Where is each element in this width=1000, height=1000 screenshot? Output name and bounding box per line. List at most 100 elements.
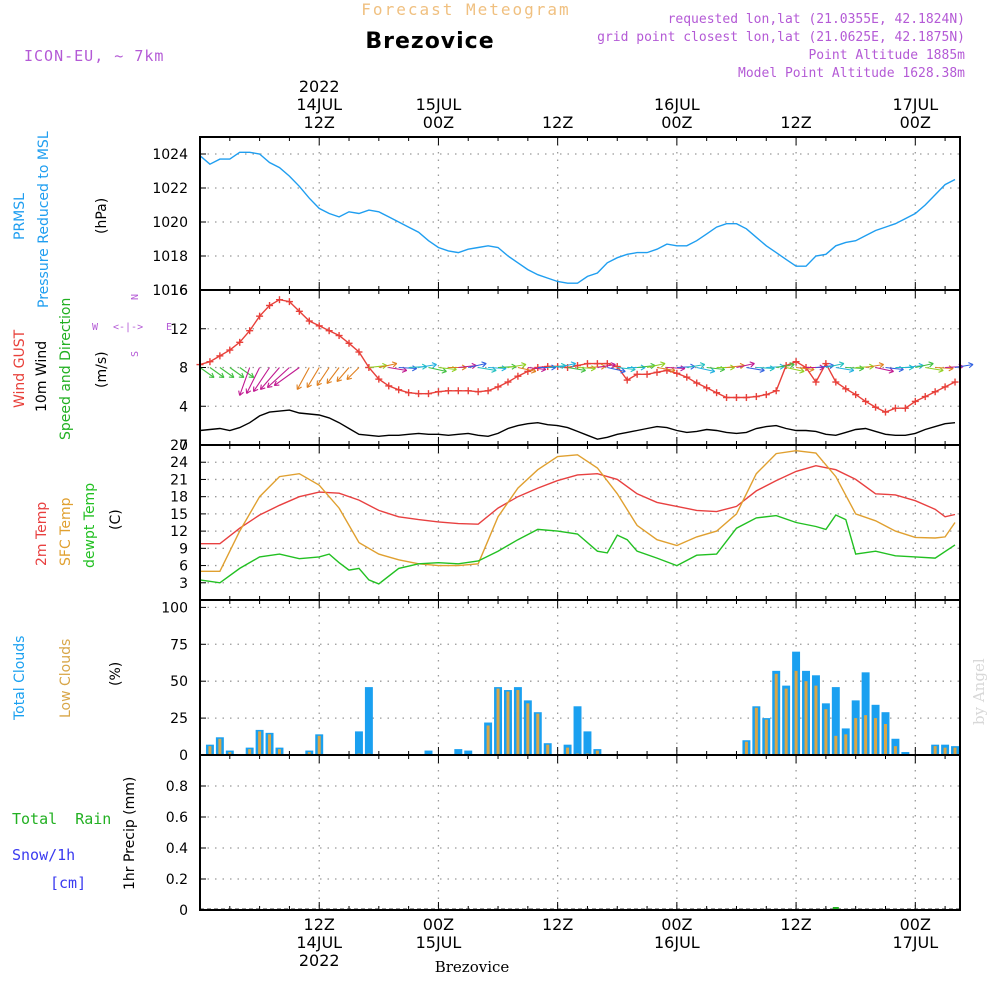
- precip-axis-label: 1hr Precip (mm): [122, 777, 138, 890]
- gust-marker: [623, 376, 631, 384]
- footer-location: Brezovice: [435, 958, 510, 976]
- low-cloud-bar: [874, 718, 878, 755]
- low-cloud-bar: [248, 749, 252, 755]
- gust-marker: [514, 372, 522, 380]
- time-label-top: 14JUL: [296, 95, 342, 114]
- gust-marker: [424, 390, 432, 398]
- low-cloud-bar: [754, 707, 758, 755]
- wind-arrow-head: [551, 367, 557, 371]
- y-tick-label: 16: [170, 283, 188, 299]
- snow-label: Snow/1h: [12, 846, 75, 864]
- wind-arrow-head: [661, 363, 666, 368]
- time-label-bottom: 14JUL: [296, 933, 342, 952]
- gust-marker: [305, 317, 313, 325]
- y-tick-label: 3: [179, 576, 188, 592]
- y-tick-label: 0.2: [166, 872, 188, 888]
- wind-arrow-head: [938, 369, 944, 373]
- wind-arrow: [567, 366, 586, 372]
- wind-arrow-head: [611, 364, 616, 369]
- low-cloud-bar: [764, 719, 768, 755]
- wind-arrow-head: [829, 362, 835, 366]
- wind-arrow-head: [422, 366, 427, 370]
- gust-marker: [226, 346, 234, 354]
- wind-arrow: [468, 362, 487, 369]
- total-clouds-label: Total Clouds: [12, 636, 28, 721]
- total-cloud-bar: [861, 672, 870, 755]
- wind-arrow-head: [391, 361, 397, 365]
- y-tick-label: 1020: [152, 215, 188, 231]
- pressure-unit: (hPa): [94, 198, 110, 234]
- wind-arrow: [346, 367, 360, 380]
- gust-marker: [494, 383, 502, 391]
- y-tick-label: 25: [170, 711, 188, 727]
- time-label-bottom: 12Z: [542, 915, 573, 934]
- pressure-labels: PRMSL Pressure Reduced to MSL (hPa): [12, 131, 110, 308]
- wind-arrow-head: [246, 390, 252, 394]
- clouds-panel: 0 25 50 75 100: [161, 599, 961, 764]
- gust-marker: [881, 408, 889, 416]
- wind-arrow-head: [266, 382, 270, 388]
- low-cloud-bar: [784, 688, 788, 755]
- gust-label: Wind GUST: [12, 329, 28, 408]
- y-tick-label: 0.6: [166, 810, 188, 826]
- gust-marker: [911, 397, 919, 405]
- gust-marker: [643, 370, 651, 378]
- low-cloud-bar: [516, 690, 520, 755]
- wind-arrow-head: [601, 366, 606, 370]
- wind-arrow-head: [491, 369, 497, 373]
- gust-marker: [444, 387, 452, 395]
- gust-marker: [703, 384, 711, 392]
- wind-arrow: [597, 363, 616, 369]
- gust-marker: [842, 385, 850, 393]
- time-label-bottom: 17JUL: [892, 933, 938, 952]
- wind-arrow: [915, 362, 934, 369]
- gust-marker: [275, 296, 283, 304]
- wind-arrow-head: [879, 364, 884, 369]
- wind-arrow: [507, 363, 527, 369]
- wind-arrow-head: [392, 363, 398, 368]
- y-tick-label: 1016: [152, 283, 188, 299]
- y-tick-label: 100: [161, 600, 188, 616]
- wind-arrow-head: [929, 363, 934, 368]
- wind-arrow-head: [690, 366, 696, 370]
- gust-line: [199, 298, 956, 413]
- low-cloud-bar: [526, 703, 530, 755]
- point-altitude: Point Altitude 1885m: [808, 48, 965, 63]
- gust-marker: [593, 360, 601, 368]
- time-label-bottom: 16JUL: [654, 933, 700, 952]
- wind-arrow-head: [501, 368, 507, 372]
- wind-arrow-head: [251, 372, 255, 378]
- wind-arrow-head: [511, 366, 517, 370]
- grid-point-coords: grid point closest lon,lat (21.0625E, 42…: [597, 30, 965, 45]
- wind-labels: Wind GUST 10m Wind Speed and Direction (…: [12, 294, 172, 440]
- low-cloud-bar: [804, 681, 808, 755]
- precip-labels: Total Rain Snow/1h [cm] 1hr Precip (mm): [12, 777, 138, 892]
- pressure-line: [199, 151, 956, 284]
- wind-arrow-head: [451, 369, 457, 373]
- gust-marker: [484, 387, 492, 395]
- watermark: by Angel: [970, 658, 988, 725]
- wind-arrow-head: [326, 378, 329, 384]
- y-tick-label: 0.4: [166, 841, 188, 857]
- wind-arrow: [875, 366, 894, 373]
- wind-arrow-head: [306, 384, 312, 388]
- wind-arrow-head: [541, 369, 547, 373]
- wind-arrow-head: [640, 367, 646, 371]
- wind-arrow-head: [630, 369, 636, 373]
- wind-arrow-head: [238, 390, 241, 396]
- gust-marker: [941, 383, 949, 391]
- wind-arrow-head: [650, 362, 656, 366]
- low-cloud-bar: [317, 735, 321, 755]
- wind-arrow-head: [441, 370, 447, 374]
- wind-arrow: [646, 362, 666, 369]
- wind-arrow: [736, 362, 755, 369]
- sfc-temp-line: [200, 449, 956, 572]
- gust-marker: [335, 332, 343, 340]
- compass-n: N: [130, 294, 141, 300]
- requested-coords: requested lon,lat (21.0355E, 42.1824N): [668, 12, 965, 27]
- y-tick-label: 12: [170, 524, 188, 540]
- wind-arrow-head: [461, 367, 467, 371]
- low-clouds-label: Low Clouds: [58, 639, 74, 718]
